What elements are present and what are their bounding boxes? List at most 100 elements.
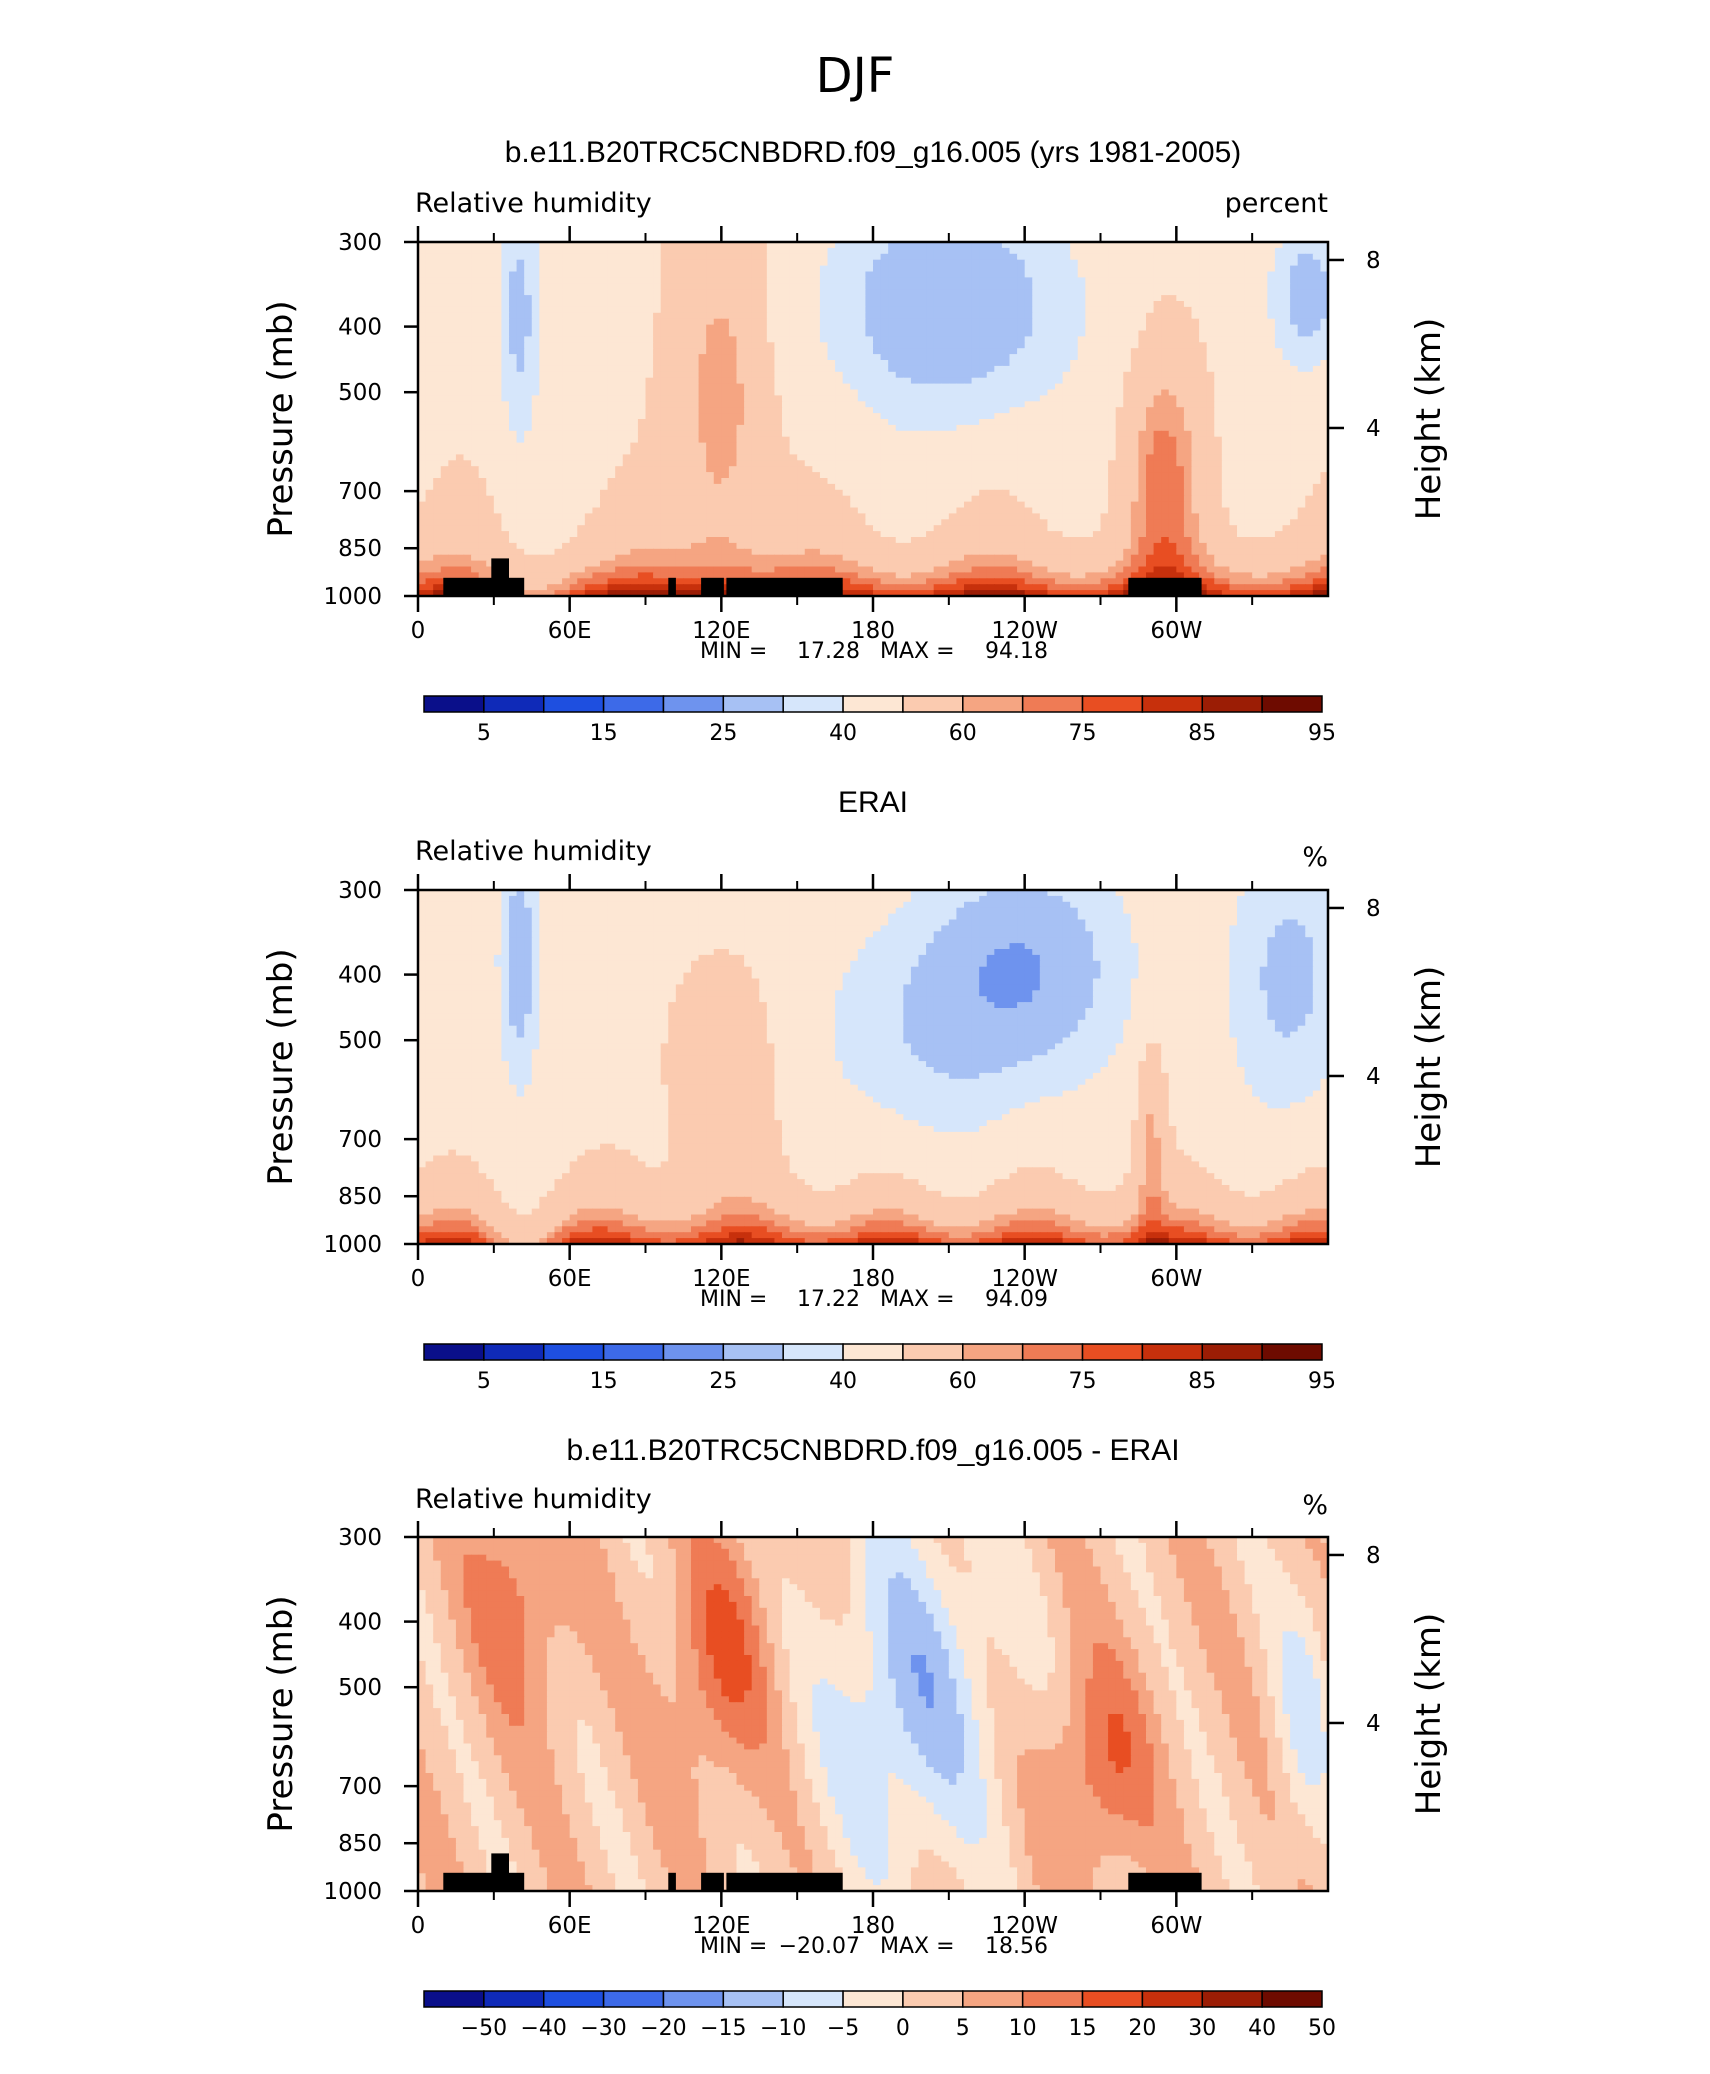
contour-cell [971, 377, 980, 385]
contour-cell [1161, 460, 1170, 467]
panel-1-left-label: Relative humidity [415, 188, 652, 219]
contour-cell [577, 442, 586, 450]
contour-cell [1039, 295, 1049, 302]
contour-cell [668, 365, 677, 373]
contour-cell [463, 442, 472, 450]
contour-cell [668, 253, 677, 261]
contour-cell [1221, 460, 1231, 467]
contour-cell [501, 424, 510, 432]
contour-cell [554, 472, 563, 479]
contour-cell [1085, 283, 1094, 290]
contour-cell [850, 442, 859, 450]
contour-cell [524, 466, 533, 473]
contour-cell [592, 460, 601, 467]
contour-cell [630, 483, 639, 491]
contour-cell [622, 454, 631, 461]
contour-cell [857, 348, 867, 355]
contour-cell [607, 401, 616, 408]
contour-cell [744, 330, 753, 337]
contour-cell [1123, 383, 1132, 391]
contour-cell [812, 436, 821, 444]
contour-cell [1009, 247, 1018, 255]
contour-cell [1017, 430, 1026, 438]
contour-cell [1039, 419, 1049, 426]
contour-cell [721, 342, 730, 349]
contour-cell [1282, 242, 1291, 249]
contour-cell [918, 460, 927, 467]
contour-cell [554, 407, 563, 414]
contour-cell [433, 247, 442, 255]
contour-cell [910, 360, 920, 367]
contour-cell [615, 454, 624, 461]
contour-cell [964, 242, 973, 249]
contour-cell [433, 259, 442, 267]
contour-cell [440, 253, 449, 261]
contour-cell [418, 247, 427, 255]
contour-cell [1244, 295, 1253, 302]
contour-cell [524, 265, 533, 273]
contour-cell [1146, 424, 1155, 432]
contour-cell [903, 277, 912, 284]
contour-cell [986, 354, 995, 361]
contour-cell [683, 442, 692, 450]
contour-cell [569, 413, 578, 420]
contour-cell [1191, 324, 1200, 332]
contour-cell [804, 342, 813, 349]
contour-cell [440, 330, 449, 337]
contour-cell [1009, 448, 1018, 455]
contour-cell [1115, 448, 1124, 455]
contour-cell [1168, 324, 1177, 332]
contour-cell [1130, 448, 1140, 455]
contour-cell [850, 371, 859, 379]
contour-cell [1237, 342, 1246, 349]
contour-cell [1297, 265, 1306, 273]
contour-cell [789, 277, 798, 284]
contour-cell [1092, 460, 1102, 467]
contour-cell [463, 436, 472, 444]
contour-cell [1123, 442, 1132, 450]
contour-cell [736, 324, 745, 332]
contour-cell [744, 365, 753, 373]
contour-cell [1244, 377, 1253, 385]
contour-cell [789, 259, 798, 267]
contour-cell [933, 354, 942, 361]
contour-cell [584, 419, 594, 426]
contour-cell [630, 289, 639, 296]
contour-cell [675, 389, 685, 396]
contour-cell [827, 283, 836, 290]
contour-cell [592, 454, 601, 461]
contour-cell [850, 289, 859, 296]
contour-cell [1191, 289, 1200, 296]
contour-cell [1191, 318, 1200, 326]
contour-cell [645, 301, 654, 308]
contour-cell [782, 472, 791, 479]
contour-cell [873, 242, 882, 249]
contour-cell [425, 289, 434, 296]
contour-cell [455, 277, 465, 284]
contour-cell [979, 289, 988, 296]
contour-cell [865, 389, 874, 396]
contour-cell [562, 478, 571, 485]
contour-cell [1146, 259, 1155, 267]
contour-cell [1199, 253, 1208, 261]
contour-cell [463, 430, 472, 438]
contour-cell [956, 430, 965, 438]
contour-cell [577, 330, 586, 337]
contour-cell [1039, 277, 1049, 284]
contour-cell [1168, 277, 1177, 284]
contour-cell [721, 301, 730, 308]
contour-cell [1267, 318, 1276, 326]
contour-cell [524, 395, 533, 402]
contour-cell [1259, 442, 1268, 450]
contour-cell [918, 360, 927, 367]
contour-cell [895, 365, 904, 373]
contour-cell [1320, 401, 1329, 408]
contour-cell [501, 306, 510, 314]
contour-cell [493, 413, 503, 420]
contour-cell [979, 271, 988, 278]
contour-cell [698, 436, 707, 444]
contour-cell [1305, 413, 1314, 420]
contour-cell [425, 430, 434, 438]
contour-cell [713, 383, 722, 391]
contour-cell [637, 295, 647, 302]
